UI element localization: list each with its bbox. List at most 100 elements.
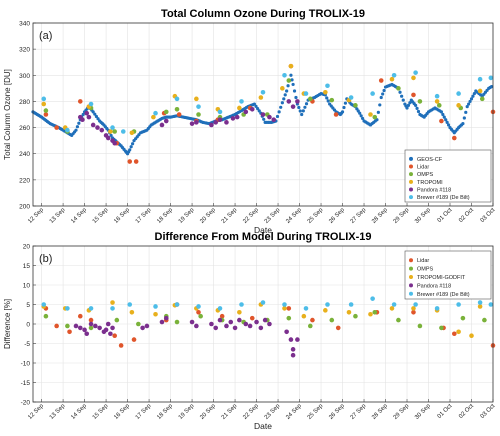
data-point (456, 91, 461, 96)
x-tick-label: 16 Sep (113, 207, 131, 225)
legend-box (404, 149, 492, 203)
data-point (462, 116, 466, 120)
data-point (217, 317, 223, 323)
legend-marker (409, 179, 413, 184)
y-tick-label: 10 (23, 283, 31, 290)
data-point (280, 101, 284, 105)
data-point (249, 315, 255, 321)
data-point (174, 106, 180, 112)
data-point (300, 112, 304, 117)
data-point (43, 313, 49, 319)
series-pandora-118 (73, 315, 300, 358)
legend-marker (409, 283, 413, 288)
data-point (439, 110, 444, 114)
data-point (288, 337, 294, 342)
data-point (445, 120, 449, 124)
y-tick-label: 300 (19, 73, 30, 80)
data-point (105, 135, 111, 141)
x-tick-label: 17 Sep (135, 207, 153, 225)
x-tick-label: 20 Sep (199, 403, 217, 421)
data-point (256, 107, 260, 111)
data-point (109, 133, 113, 138)
data-point (372, 114, 378, 120)
data-point (304, 102, 309, 106)
data-point (294, 95, 298, 100)
data-point (260, 300, 266, 305)
data-point (353, 103, 358, 108)
data-point (110, 325, 115, 331)
data-point (224, 323, 229, 329)
legend-label: Pandora #118 (417, 188, 451, 194)
chart-title: Total Column Ozone During TROLIX-19 (161, 8, 365, 20)
x-tick-label: 27 Sep (350, 403, 368, 421)
data-point (286, 78, 292, 83)
data-point (469, 97, 474, 101)
data-point (209, 321, 214, 327)
y-tick-label: 220 (19, 177, 30, 184)
data-point (378, 103, 382, 107)
data-point (411, 306, 416, 311)
data-point (401, 98, 405, 102)
data-point (353, 313, 358, 319)
x-tick-label: 28 Sep (371, 403, 389, 421)
x-tick-label: 30 Sep (414, 207, 432, 225)
data-point (254, 104, 258, 108)
data-point (110, 125, 115, 130)
data-point (391, 302, 397, 307)
data-point (237, 310, 242, 315)
data-point (417, 99, 423, 104)
data-point (239, 99, 244, 104)
data-point (131, 337, 137, 342)
data-point (434, 99, 440, 104)
data-point (389, 76, 395, 82)
data-point (103, 327, 109, 333)
data-point (196, 112, 201, 117)
data-point (260, 89, 266, 95)
data-point (271, 117, 277, 123)
data-point (153, 110, 158, 116)
legend-marker (409, 164, 413, 169)
data-point (342, 105, 346, 110)
data-point (217, 117, 223, 123)
data-point (153, 304, 158, 309)
data-point (297, 105, 301, 110)
data-point (194, 96, 199, 102)
data-point (408, 101, 412, 105)
data-point (43, 112, 49, 117)
data-point (73, 323, 79, 329)
data-point (130, 142, 135, 146)
data-point (335, 325, 341, 331)
legend-marker (409, 187, 413, 192)
y-tick-label: 5 (26, 302, 30, 309)
data-point (303, 91, 309, 96)
data-point (379, 95, 383, 100)
data-point (406, 103, 411, 107)
data-point (368, 112, 373, 117)
series-brewer-189-de-bilt- (41, 70, 494, 134)
data-point (140, 325, 145, 331)
data-point (228, 319, 234, 325)
x-tick-label: 18 Sep (156, 207, 174, 225)
data-point (163, 118, 169, 124)
data-point (282, 72, 287, 78)
x-tick-label: 13 Sep (49, 403, 67, 421)
data-point (301, 313, 307, 319)
x-tick-label: 01 Oct (437, 207, 454, 224)
data-point (396, 86, 401, 91)
y-tick-label: 200 (19, 204, 30, 211)
x-tick-label: 12 Sep (27, 207, 45, 225)
data-point (286, 315, 292, 321)
data-point (282, 97, 286, 101)
data-point (88, 306, 94, 311)
data-point (372, 310, 378, 315)
data-point (243, 321, 249, 327)
data-point (489, 85, 494, 89)
data-point (82, 327, 87, 333)
data-point (262, 317, 268, 323)
data-point (279, 105, 283, 109)
data-point (260, 112, 266, 117)
data-point (80, 117, 85, 123)
legend-box (404, 250, 492, 300)
x-tick-label: 26 Sep (328, 403, 346, 421)
data-point (370, 91, 375, 96)
